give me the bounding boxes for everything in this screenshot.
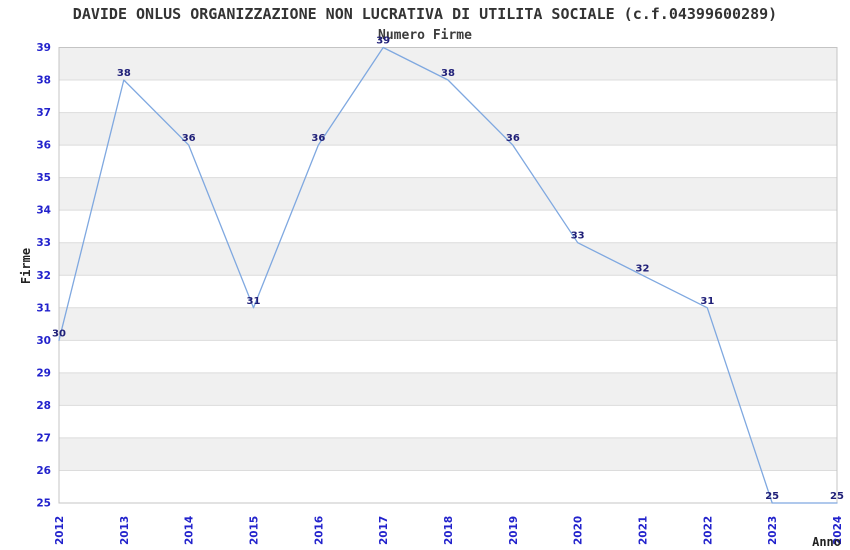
- band-row: [59, 210, 837, 243]
- x-tick-label: 2022: [702, 516, 714, 545]
- band-row: [59, 470, 837, 503]
- x-tick-label: 2024: [832, 516, 844, 545]
- band-row: [59, 112, 837, 146]
- band-row: [59, 275, 837, 308]
- y-tick-label: 29: [36, 367, 51, 379]
- y-tick-label: 30: [36, 335, 51, 347]
- x-tick-label: 2015: [249, 516, 261, 545]
- band-row: [59, 372, 837, 406]
- plot-area: 25 26 27 28 29 30 31 32 33 34 35 36 37 38 39 2012 2013 20…: [36, 36, 844, 546]
- x-tick-label: 2019: [508, 516, 520, 545]
- y-tick-label: 32: [36, 270, 51, 282]
- band-row: [59, 80, 837, 113]
- band-row: [59, 145, 837, 178]
- x-tick-label: 2012: [54, 516, 66, 545]
- data-label: 33: [571, 231, 585, 242]
- y-tick-label: 38: [36, 75, 51, 87]
- chart-subtitle: Numero Firme: [378, 28, 472, 43]
- data-label: 39: [376, 36, 390, 47]
- y-tick-label: 36: [36, 140, 51, 152]
- x-tick-label: 2017: [378, 516, 390, 545]
- y-tick-label: 35: [36, 172, 51, 184]
- data-label: 38: [117, 68, 131, 79]
- plot-border: [58, 47, 838, 504]
- band-row: [59, 405, 837, 438]
- series-line: [58, 46, 838, 504]
- band-row: [59, 340, 837, 373]
- chart-title: DAVIDE ONLUS ORGANIZZAZIONE NON LUCRATIV…: [72, 5, 778, 23]
- x-tick-label: 2021: [638, 516, 650, 545]
- x-tick-label: 2013: [119, 516, 131, 545]
- data-label: 25: [765, 491, 779, 502]
- y-tick-label: 39: [36, 42, 51, 54]
- y-tick-label: 31: [36, 302, 51, 314]
- data-label: 30: [52, 328, 66, 339]
- y-tick-label: 33: [36, 237, 51, 249]
- band-row: [59, 437, 837, 471]
- x-tick-label: 2020: [573, 516, 585, 545]
- band-row: [59, 47, 837, 81]
- x-tick-label: 2018: [443, 516, 455, 545]
- data-label: 31: [700, 296, 714, 307]
- y-axis-title: Firme: [19, 248, 33, 284]
- x-tick-label: 2016: [313, 516, 325, 545]
- y-tick-label: 27: [36, 432, 51, 444]
- data-label: 36: [311, 133, 325, 144]
- y-tick-label: 25: [36, 498, 51, 510]
- band-row: [59, 177, 837, 211]
- x-tick-label: 2023: [767, 516, 779, 545]
- y-tick-label: 28: [36, 400, 51, 412]
- data-label: 25: [830, 491, 844, 502]
- band-row: [59, 307, 837, 341]
- x-axis-title: Anno: [812, 535, 841, 549]
- data-label: 38: [441, 68, 455, 79]
- y-tick-label: 37: [36, 107, 51, 119]
- y-tick-label: 26: [36, 465, 51, 477]
- data-label: 31: [247, 296, 261, 307]
- x-tick-label: 2014: [184, 516, 196, 545]
- y-tick-label: 34: [36, 205, 51, 217]
- band-row: [59, 242, 837, 276]
- data-label: 32: [636, 263, 650, 274]
- data-label: 36: [182, 133, 196, 144]
- data-label: 36: [506, 133, 520, 144]
